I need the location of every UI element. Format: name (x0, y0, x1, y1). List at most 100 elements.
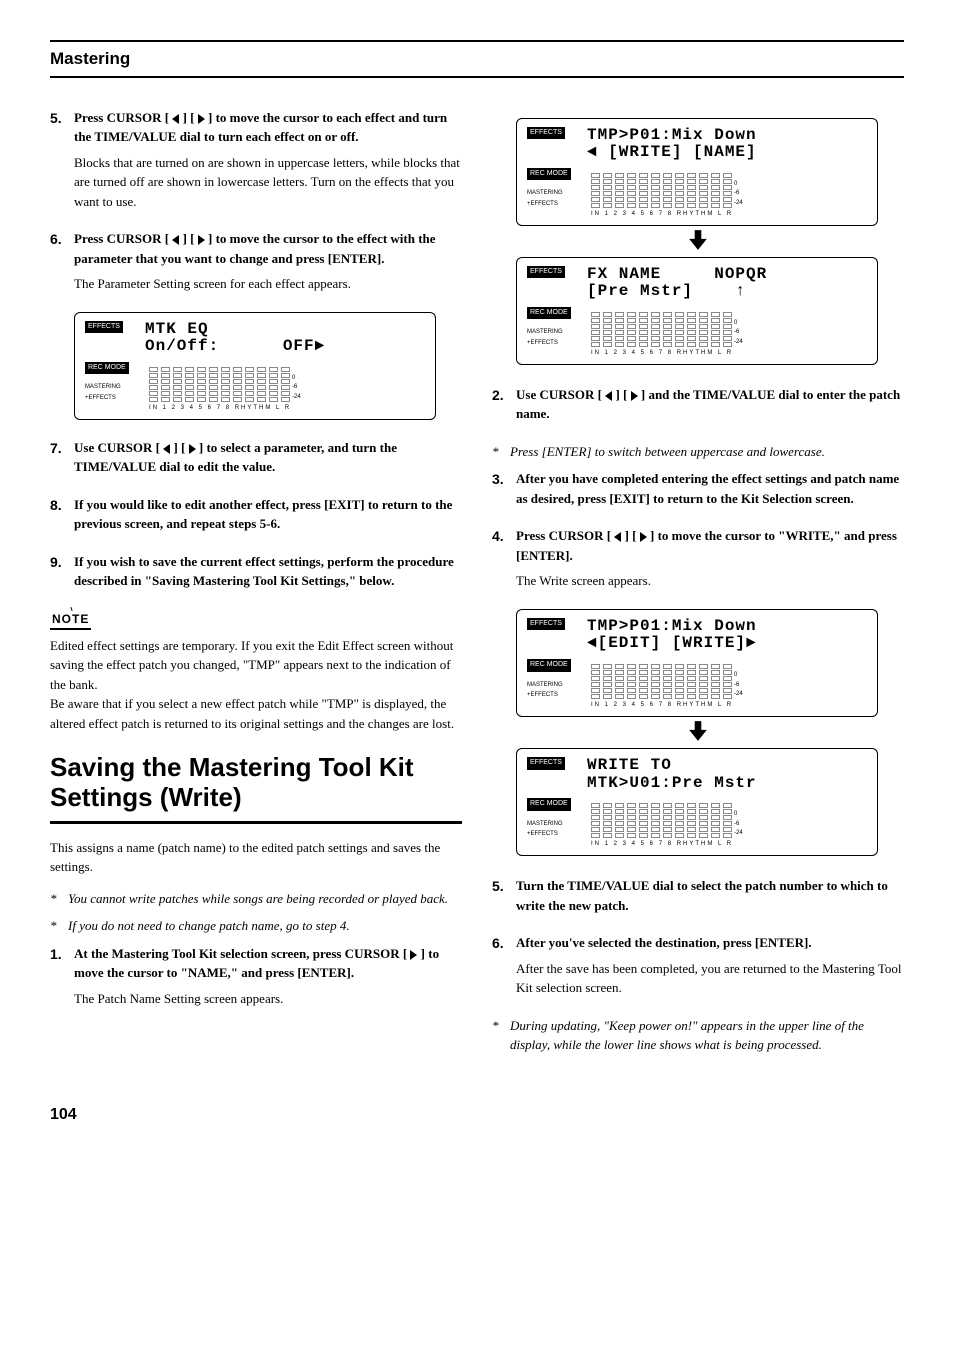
t: At the Mastering Tool Kit selection scre… (74, 946, 410, 961)
step-title: After you have completed entering the ef… (516, 469, 904, 508)
lcd-line-1: MTK EQ (145, 321, 425, 339)
asterisk: * (492, 442, 510, 462)
step-6b: 6. After you've selected the destination… (492, 933, 904, 1004)
lcd-line-1: WRITE TO (587, 757, 867, 775)
step-9: 9. If you wish to save the current effec… (50, 552, 462, 597)
lcd-label-mast1: MASTERING (527, 682, 563, 688)
page-number: 104 (50, 1103, 904, 1127)
step-2: 2. Use CURSOR [ ] [ ] and the TIME/VALUE… (492, 385, 904, 430)
lcd-line-1: FX NAME NOPQR (587, 266, 867, 284)
meter-foot: IN 1 2 3 4 5 6 7 8 RHYTHM L R (591, 840, 867, 849)
step-number: 7. (50, 438, 74, 483)
s: 0 (734, 319, 743, 328)
step-desc: After the save has been completed, you a… (516, 959, 904, 998)
arrow-down-icon (492, 230, 904, 255)
step-5: 5. Press CURSOR [ ] [ ] to move the curs… (50, 108, 462, 218)
lcd-label-mast1: MASTERING (527, 821, 563, 827)
section-heading: Saving the Mastering Tool Kit Settings (… (50, 753, 462, 813)
note-icon: NOTE (50, 610, 91, 630)
t: ] [ (612, 387, 630, 402)
lcd-label-effects: EFFECTS (527, 127, 565, 140)
step-1: 1. At the Mastering Tool Kit selection s… (50, 944, 462, 1015)
step-desc: The Write screen appears. (516, 571, 904, 591)
step-title: Turn the TIME/VALUE dial to select the p… (516, 876, 904, 915)
italic-text: During updating, "Keep power on!" appear… (510, 1016, 904, 1055)
lcd-label-rec: REC MODE (527, 659, 571, 672)
meter-foot: IN 1 2 3 4 5 6 7 8 RHYTHM L R (591, 701, 867, 710)
step-number: 5. (50, 108, 74, 218)
triangle-right-icon (198, 235, 205, 245)
step-number: 1. (50, 944, 74, 1015)
note-text: Edited effect settings are temporary. If… (50, 636, 462, 734)
s: -6 (734, 820, 743, 829)
s: -24 (734, 338, 743, 347)
step-body: After you've selected the destination, p… (516, 933, 904, 1004)
lcd-label-rec: REC MODE (527, 798, 571, 811)
step-number: 8. (50, 495, 74, 540)
step-number: 5. (492, 876, 516, 921)
step-desc: Blocks that are turned on are shown in u… (74, 153, 462, 212)
s: -24 (734, 829, 743, 838)
s: -6 (292, 383, 301, 392)
lcd-line-2: ◄[EDIT] [WRITE]► (587, 635, 867, 653)
meter-grid (591, 172, 732, 208)
step-3: 3. After you have completed entering the… (492, 469, 904, 514)
content-columns: 5. Press CURSOR [ ] [ ] to move the curs… (50, 108, 904, 1063)
triangle-right-icon (198, 114, 205, 124)
lcd-label-effects: EFFECTS (527, 266, 565, 279)
step-title: Press CURSOR [ ] [ ] to move the cursor … (516, 526, 904, 565)
t: ] [ (170, 440, 188, 455)
s: 0 (734, 810, 743, 819)
lcd-screen-write-bottom: EFFECTS WRITE TO MTK>U01:Pre Mstr REC MO… (516, 748, 878, 856)
lcd-line-2: [Pre Mstr] ↑ (587, 283, 867, 301)
meter-foot: IN 1 2 3 4 5 6 7 8 RHYTHM L R (149, 404, 425, 413)
lcd-label-mast1: MASTERING (85, 384, 121, 390)
t: ] [ (179, 110, 197, 125)
right-column: EFFECTS TMP>P01:Mix Down ◄ [WRITE] [NAME… (492, 108, 904, 1063)
triangle-right-icon (640, 532, 647, 542)
italic-note: * Press [ENTER] to switch between upperc… (492, 442, 904, 462)
lcd-label-mast1: MASTERING (527, 329, 563, 335)
asterisk: * (492, 1016, 510, 1055)
step-7: 7. Use CURSOR [ ] [ ] to select a parame… (50, 438, 462, 483)
lcd-line-2: MTK>U01:Pre Mstr (587, 775, 867, 793)
lcd-screen-write-top: EFFECTS TMP>P01:Mix Down ◄[EDIT] [WRITE]… (516, 609, 878, 717)
lcd-screen-name-bottom: EFFECTS FX NAME NOPQR [Pre Mstr] ↑ REC M… (516, 257, 878, 365)
lcd-label-effects: EFFECTS (527, 618, 565, 631)
step-number: 9. (50, 552, 74, 597)
step-number: 2. (492, 385, 516, 430)
lcd-label-effects: EFFECTS (85, 321, 123, 334)
italic-note: * During updating, "Keep power on!" appe… (492, 1016, 904, 1055)
s: 0 (292, 374, 301, 383)
t: ] [ (621, 528, 639, 543)
italic-text: If you do not need to change patch name,… (68, 916, 350, 936)
meter-grid (591, 311, 732, 347)
lcd-label-rec: REC MODE (527, 307, 571, 320)
step-desc: The Patch Name Setting screen appears. (74, 989, 462, 1009)
t: ] [ (179, 231, 197, 246)
meter-foot: IN 1 2 3 4 5 6 7 8 RHYTHM L R (591, 210, 867, 219)
section-rule (50, 821, 462, 824)
step-title: Press CURSOR [ ] [ ] to move the cursor … (74, 108, 462, 147)
step-body: Press CURSOR [ ] [ ] to move the cursor … (516, 526, 904, 597)
t: Press CURSOR [ (74, 110, 172, 125)
step-4: 4. Press CURSOR [ ] [ ] to move the curs… (492, 526, 904, 597)
left-column: 5. Press CURSOR [ ] [ ] to move the curs… (50, 108, 462, 1063)
lcd-line-1: TMP>P01:Mix Down (587, 618, 867, 636)
lcd-screen-name-top: EFFECTS TMP>P01:Mix Down ◄ [WRITE] [NAME… (516, 118, 878, 226)
page-header: Mastering (50, 40, 904, 78)
header-title: Mastering (50, 49, 130, 68)
step-title: If you would like to edit another effect… (74, 495, 462, 534)
step-5b: 5. Turn the TIME/VALUE dial to select th… (492, 876, 904, 921)
lcd-line-2: ◄ [WRITE] [NAME] (587, 144, 867, 162)
step-title: Use CURSOR [ ] [ ] and the TIME/VALUE di… (516, 385, 904, 424)
step-number: 4. (492, 526, 516, 597)
lcd-line-2: On/Off: OFF► (145, 338, 425, 356)
meter-foot: IN 1 2 3 4 5 6 7 8 RHYTHM L R (591, 349, 867, 358)
step-number: 6. (492, 933, 516, 1004)
t: Press CURSOR [ (516, 528, 614, 543)
arrow-down-icon (492, 721, 904, 746)
t: On/Off: OFF (145, 337, 315, 355)
lcd-label-mast2: +EFFECTS (527, 831, 558, 837)
step-title: At the Mastering Tool Kit selection scre… (74, 944, 462, 983)
